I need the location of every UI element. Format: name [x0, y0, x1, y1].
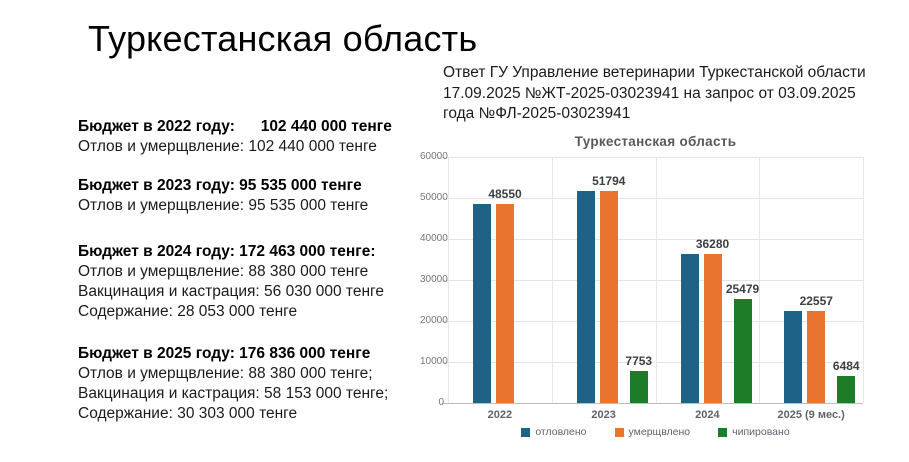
y-axis-label: 0	[438, 397, 444, 408]
gridline	[442, 198, 863, 199]
bar: 48550	[488, 187, 522, 403]
bar	[680, 254, 699, 403]
chart-legend: отловлено умерщвлено чипировано	[448, 426, 863, 438]
bar-value-label: 7753	[625, 354, 653, 368]
x-axis-label: 2022	[487, 409, 513, 421]
y-axis-label: 20000	[420, 315, 448, 326]
bar	[784, 311, 803, 403]
budget-block: Бюджет в 2024 году: 172 463 000 тенге: От…	[78, 242, 428, 322]
gridline	[442, 403, 863, 404]
bar-value-label: 6484	[832, 359, 860, 373]
gridline	[442, 362, 863, 363]
budget-block: Бюджет в 2023 году: 95 535 000 тенге Отло…	[78, 176, 428, 216]
bar-group: 22557 6484	[760, 157, 864, 403]
budget-block: Бюджет в 2025 году: 176 836 000 тенге Отл…	[78, 344, 428, 424]
bar-value-label: 36280	[695, 237, 730, 251]
legend-swatch-icon	[718, 427, 728, 437]
response-note: Ответ ГУ Управление ветеринарии Туркеста…	[443, 64, 866, 122]
bar-groups: 48550 51794 7753 36280 25479 22557 6484	[448, 157, 864, 403]
y-axis-label: 30000	[420, 274, 448, 285]
chart-title: Туркестанская область	[574, 134, 737, 149]
gridline	[442, 239, 863, 240]
chart: Туркестанская область 48550 51794 7753 3628…	[420, 133, 909, 449]
budget-line: Вакцинация и кастрация: 56 030 000 тенге	[78, 283, 384, 300]
bar-value-label: 48550	[488, 187, 522, 201]
bar-group: 48550	[449, 157, 553, 403]
budget-line: Содержание: 30 303 000 тенге	[78, 405, 298, 422]
bar-value-label: 51794	[592, 174, 626, 188]
legend-label: умерщвлено	[628, 426, 691, 438]
x-axis-label: 2025 (9 мес.)	[777, 409, 845, 421]
x-axis-labels: 2022 2023 2024 2025 (9 мес.)	[448, 409, 863, 421]
gridline	[442, 157, 863, 158]
budget-line: Содержание: 28 053 000 тенге	[78, 303, 298, 320]
legend-swatch-icon	[614, 427, 624, 437]
bar: 36280	[696, 237, 729, 403]
budget-line: Отлов и умерщвление: 102 440 000 тенге	[78, 138, 377, 155]
bar	[473, 204, 491, 403]
legend-label: чипировано	[732, 426, 790, 438]
legend-item: чипировано	[718, 426, 790, 438]
y-axis-label: 60000	[420, 151, 448, 162]
legend-swatch-icon	[521, 427, 531, 437]
budget-header: Бюджет в 2025 году: 176 836 000 тенге	[78, 345, 371, 362]
budget-line: Отлов и умерщвление: 88 380 000 тенге	[78, 263, 369, 280]
bar-group: 36280 25479	[657, 157, 761, 403]
x-axis-label: 2023	[591, 409, 616, 421]
budget-line: Отлов и умерщвление: 88 380 000 тенге;	[78, 365, 373, 382]
gridline	[442, 280, 863, 281]
budget-line: Вакцинация и кастрация: 58 153 000 тенге…	[78, 385, 389, 402]
legend-label: отловлено	[535, 426, 587, 438]
x-axis-label: 2024	[695, 409, 720, 421]
bar-value-label: 25479	[725, 282, 760, 296]
page-title: Туркестанская область	[88, 18, 478, 59]
budget-header: Бюджет в 2022 году: 102 440 000 тенге	[78, 118, 392, 135]
bar: 51794	[592, 174, 625, 403]
budget-column: Бюджет в 2022 году: 102 440 000 тенге Отл…	[78, 117, 428, 443]
budget-block: Бюджет в 2022 году: 102 440 000 тенге Отл…	[78, 117, 428, 157]
bar: 7753	[625, 354, 652, 403]
y-axis-label: 10000	[420, 356, 448, 367]
bar-value-label: 22557	[799, 294, 833, 308]
budget-line: Отлов и умерщвление: 95 535 000 тенге	[78, 197, 369, 214]
budget-header: Бюджет в 2023 году: 95 535 000 тенге	[78, 177, 362, 194]
budget-header: Бюджет в 2024 году: 172 463 000 тенге:	[78, 243, 376, 260]
y-axis-label: 40000	[420, 233, 448, 244]
bar: 22557	[800, 294, 833, 403]
y-axis-label: 50000	[420, 192, 448, 203]
legend-item: отловлено	[521, 426, 587, 438]
bar: 6484	[833, 359, 860, 403]
gridline	[442, 321, 863, 322]
plot-area: 48550 51794 7753 36280 25479 22557 6484	[442, 157, 864, 404]
bar: 25479	[726, 282, 759, 403]
legend-item: умерщвлено	[614, 426, 691, 438]
bar	[576, 191, 595, 403]
bar-group: 51794 7753	[553, 157, 657, 403]
